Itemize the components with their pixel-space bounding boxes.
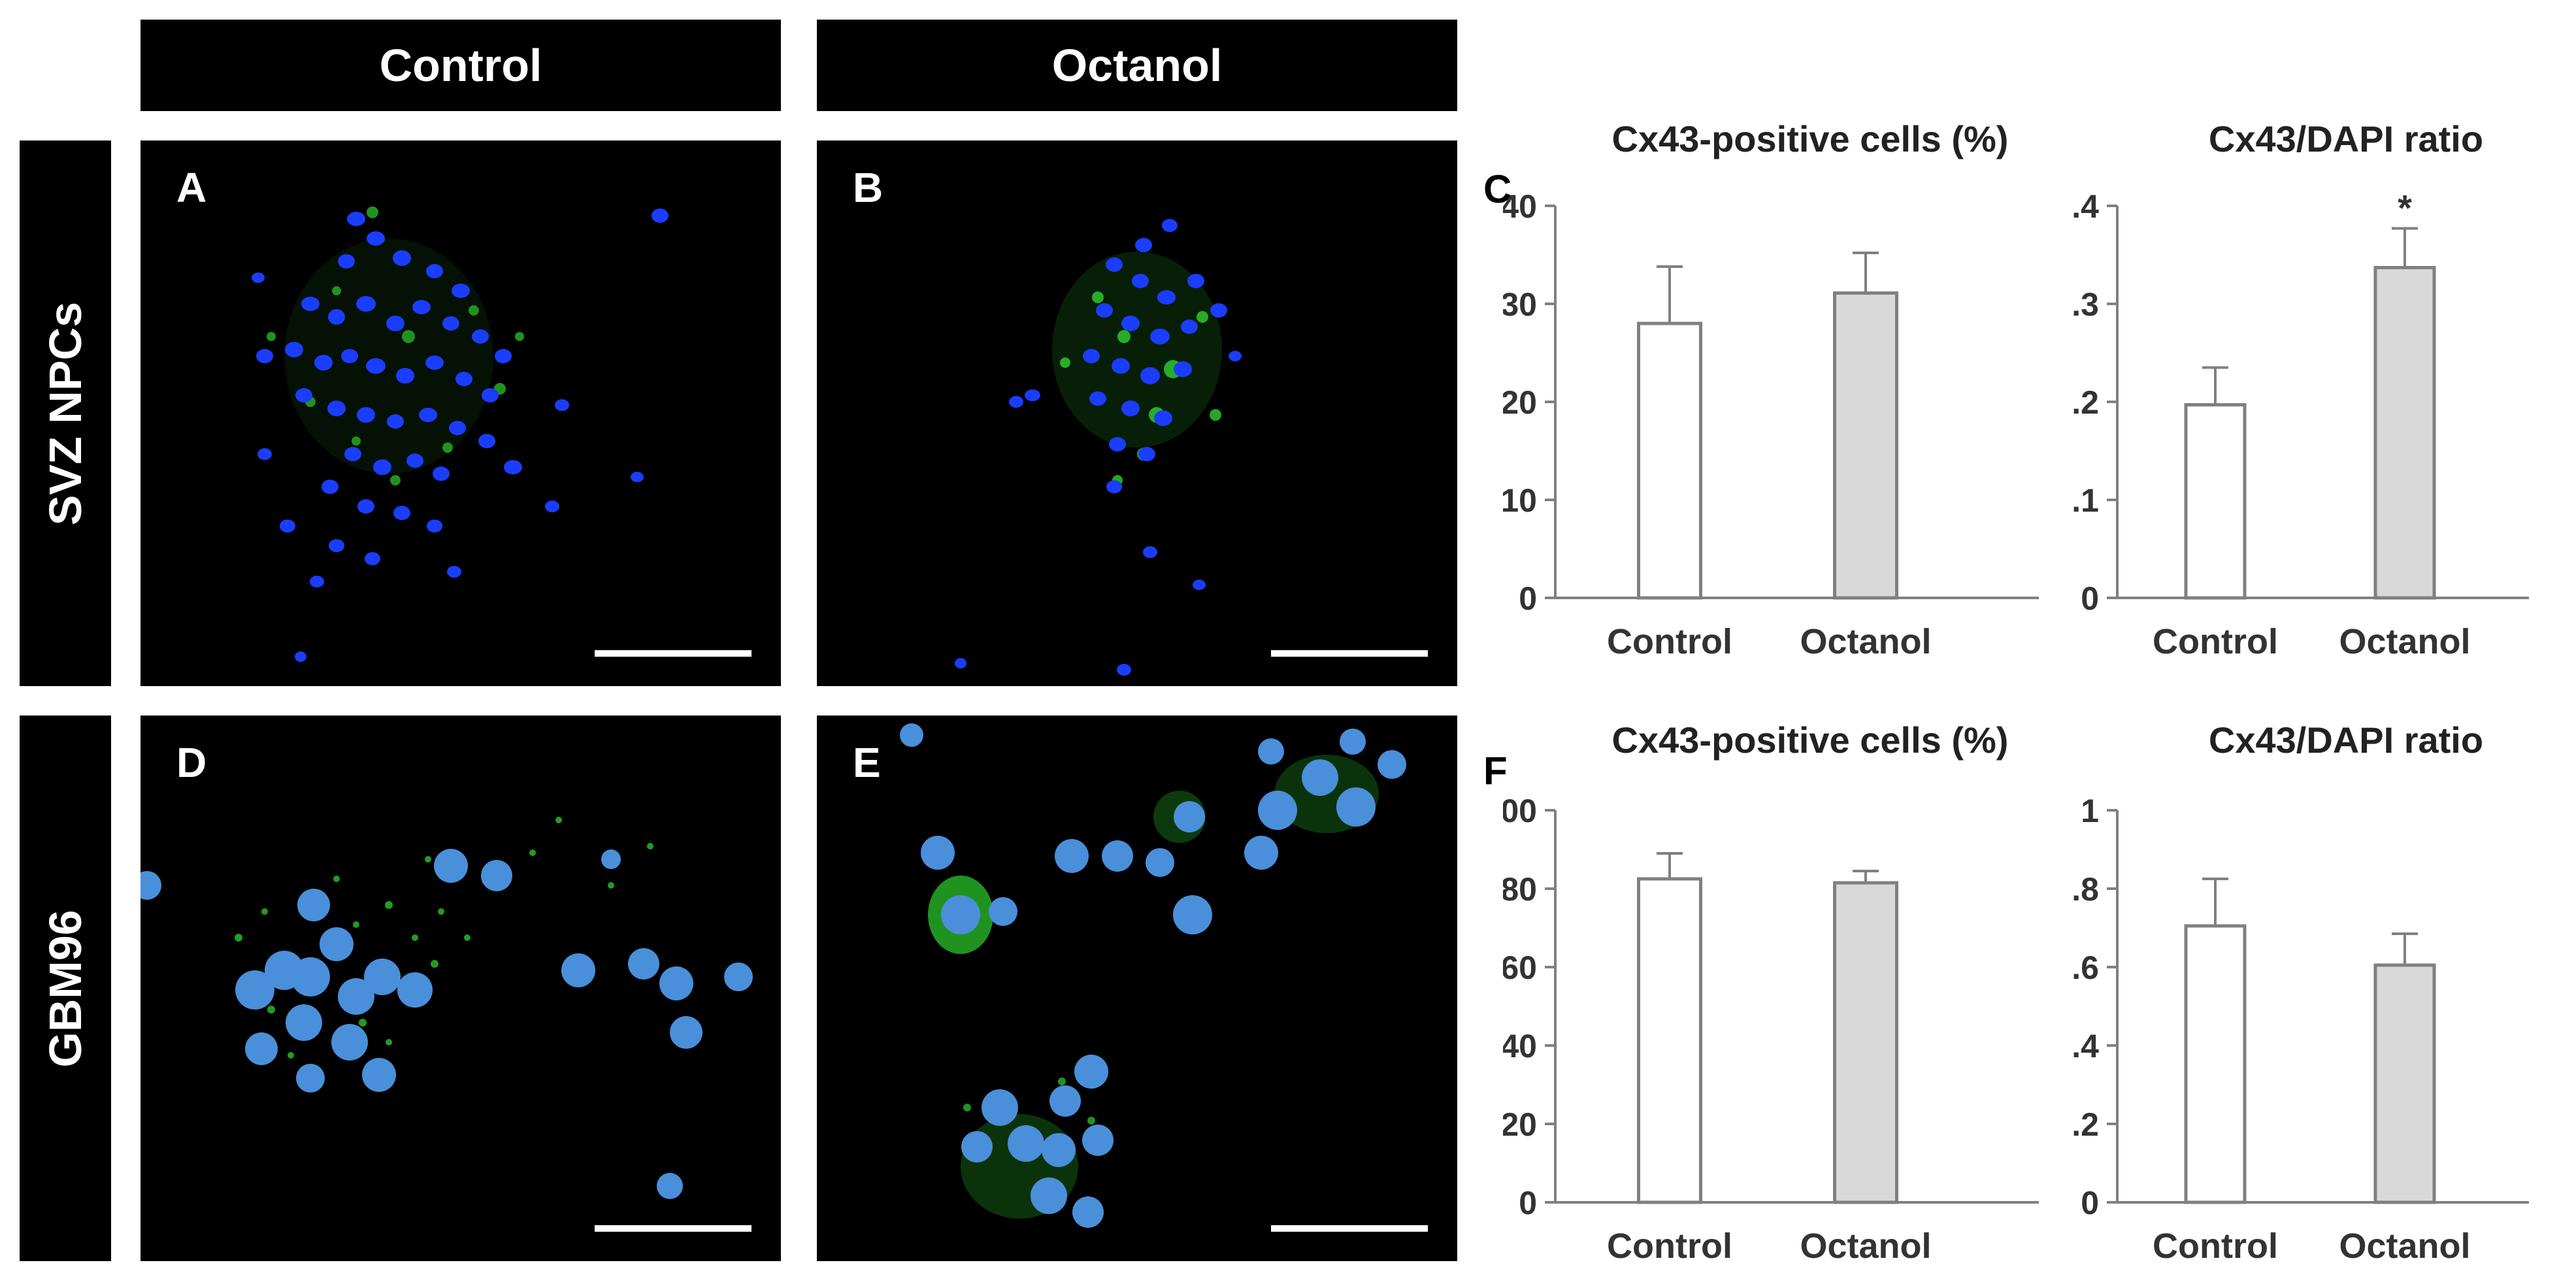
bar-chart-c-cx43-dapi-ratio: Cx43/DAPI ratio 0 0.1 0.2 0.3 0.4 Control * Oct… [2053, 111, 2555, 680]
panel-label-c: C [1483, 167, 1512, 211]
bar-octanol [2373, 963, 2436, 1204]
x-tick-label: Control [2153, 622, 2278, 661]
chart-svg: 0 10 20 30 40 Control Octanol [1500, 188, 2039, 661]
y-tick-label: 100 [1503, 793, 1537, 829]
bar-octanol [1833, 881, 1898, 1204]
panel-label-a: A [176, 164, 207, 211]
y-tick-label: 0 [2081, 1185, 2099, 1221]
panel-label-b: B [853, 164, 883, 211]
y-tick-label: 1 [2081, 793, 2099, 829]
y-tick-label: 0.6 [2072, 949, 2099, 986]
y-tick-label: 0.2 [2072, 384, 2099, 421]
y-tick-label: 40 [1503, 188, 1537, 225]
bar-control [2184, 403, 2247, 600]
micrograph-b-image [955, 219, 1242, 676]
x-tick-label: Octanol [1800, 622, 1931, 661]
x-tick-label: Octanol [2339, 622, 2470, 661]
y-tick-label: 20 [1503, 384, 1537, 421]
x-tick-label: Control [1607, 622, 1732, 661]
micrograph-panel-e: E [817, 716, 1457, 1261]
y-tick-label: 80 [1503, 871, 1537, 908]
panel-label-e: E [853, 739, 881, 786]
y-tick-label: 0 [1519, 580, 1537, 617]
chart-title: Cx43/DAPI ratio [2208, 719, 2484, 761]
y-tick-label: 0.8 [2072, 871, 2099, 908]
x-tick-label: Octanol [1800, 1226, 1931, 1266]
y-tick-label: 0.2 [2072, 1106, 2099, 1143]
chart-title: Cx43-positive cells (%) [1611, 118, 2009, 159]
y-tick-label: 40 [1503, 1028, 1537, 1064]
chart-title: Cx43/DAPI ratio [2208, 118, 2484, 159]
column-header-control: Control [140, 20, 781, 111]
bar-octanol [2373, 266, 2436, 600]
micrograph-panel-d: D [140, 716, 781, 1261]
y-tick-label: 0 [2081, 580, 2099, 617]
row-header-gbm96: GBM96 [20, 716, 111, 1261]
bar-octanol [1833, 291, 1898, 600]
column-header-octanol: Octanol [817, 20, 1457, 111]
y-tick-label: 20 [1503, 1106, 1537, 1143]
micrograph-d-image [140, 817, 753, 1199]
scale-bar [1271, 1225, 1428, 1232]
y-tick-label: 0.1 [2072, 482, 2099, 519]
x-tick-label: Octanol [2339, 1226, 2470, 1266]
y-tick-label: 0.4 [2072, 1028, 2099, 1064]
row-header-gbm96-label: GBM96 [40, 909, 91, 1068]
panel-label-f: F [1483, 749, 1508, 793]
bar-chart-f-cx43-dapi-ratio: Cx43/DAPI ratio 0 0.2 0.4 0.6 0.8 1 Control Oct… [2053, 712, 2555, 1281]
chart-title: Cx43-positive cells (%) [1611, 719, 2009, 761]
micrograph-panel-b: B [817, 140, 1457, 686]
significance-asterisk: * [2398, 188, 2412, 229]
y-tick-label: 0.4 [2072, 188, 2099, 225]
x-tick-label: Control [2153, 1226, 2278, 1266]
y-tick-label: 30 [1503, 286, 1537, 323]
bar-control [1637, 321, 1702, 600]
scale-bar [595, 1225, 751, 1232]
micrograph-e-image [900, 723, 1406, 1228]
scale-bar [1271, 650, 1428, 657]
y-tick-label: 60 [1503, 949, 1537, 986]
x-tick-label: Control [1607, 1226, 1732, 1266]
micrograph-a-image [252, 206, 669, 662]
y-tick-label: 0.3 [2072, 286, 2099, 323]
chart-svg: 0 20 40 60 80 100 Control Octanol [1483, 793, 2039, 1266]
panel-label-d: D [176, 739, 207, 786]
micrograph-panel-a: A [140, 140, 781, 686]
chart-svg: 0 0.1 0.2 0.3 0.4 Control * Octanol [2053, 188, 2529, 661]
scale-bar [595, 650, 751, 657]
bar-chart-f-cx43-positive-cells: Cx43-positive cells (%) 0 20 40 60 80 100 Cont… [1483, 712, 2052, 1281]
chart-svg: 0 0.2 0.4 0.6 0.8 1 Control Octanol [2053, 793, 2529, 1266]
row-header-svz-npcs-label: SVZ NPCs [40, 301, 91, 525]
row-header-svz-npcs: SVZ NPCs [20, 140, 111, 686]
bar-chart-c-cx43-positive-cells: Cx43-positive cells (%) 0 10 20 30 40 Control… [1500, 111, 2052, 680]
bar-control [2184, 924, 2247, 1204]
y-tick-label: 0 [1519, 1185, 1537, 1221]
y-tick-label: 10 [1503, 482, 1537, 519]
bar-control [1637, 877, 1702, 1204]
